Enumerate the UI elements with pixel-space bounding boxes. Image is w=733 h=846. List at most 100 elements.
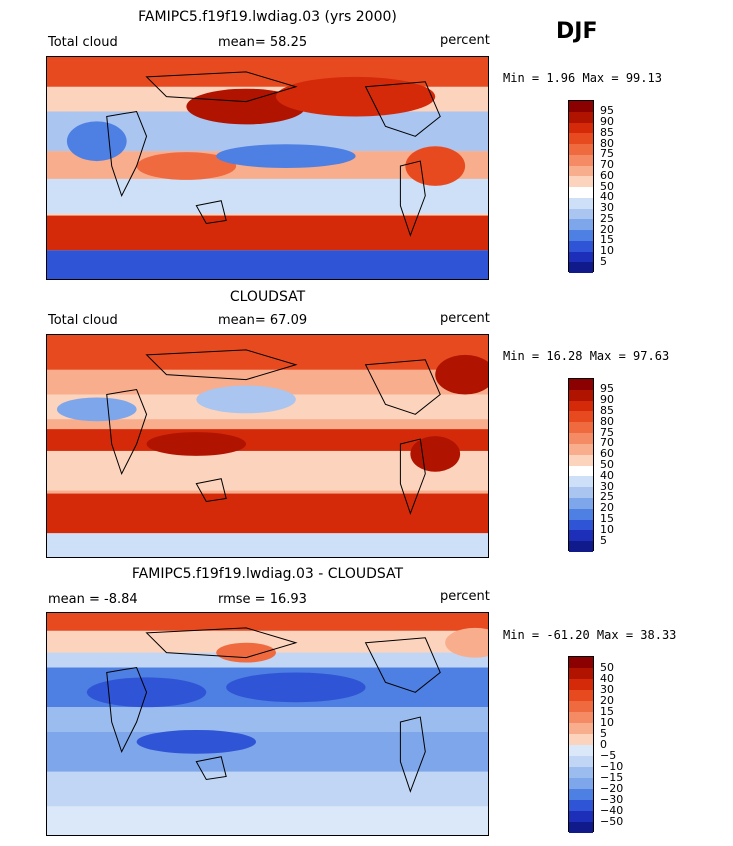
- colorbar-tick-label: 70: [600, 158, 614, 171]
- colorbar-segment: [569, 734, 593, 745]
- colorbar-tick-label: 40: [600, 190, 614, 204]
- colorbar-tick-label: 85: [600, 125, 614, 139]
- panel-2-title: CLOUDSAT: [229, 289, 306, 305]
- colorbar-segment: [569, 701, 593, 712]
- colorbar-tick-label: 60: [600, 168, 614, 182]
- colorbar-tick-label: 40: [600, 671, 614, 685]
- colorbar-tick-label: −30: [600, 792, 624, 806]
- colorbar-segment: [569, 197, 593, 209]
- colorbar-tick-label: 15: [600, 512, 614, 526]
- season-label: DJF: [556, 19, 598, 44]
- panel-1-map: [46, 56, 489, 280]
- colorbar-tick-label: 25: [600, 490, 614, 504]
- colorbar-segment: [569, 101, 593, 112]
- panel-3-mean: mean = -8.84: [48, 592, 138, 607]
- colorbar-segment: [569, 519, 593, 531]
- colorbar-tick-label: 80: [600, 414, 614, 428]
- colorbar-tick-label: −40: [600, 803, 624, 817]
- colorbar-segment: [569, 400, 593, 412]
- colorbar-tick-label: −5: [600, 748, 617, 762]
- colorbar-segment: [569, 454, 593, 466]
- colorbar-segment: [569, 133, 593, 144]
- panel-1-units: percent: [440, 33, 490, 48]
- colorbar-segment: [569, 712, 593, 723]
- colorbar-segment: [569, 541, 593, 552]
- colorbar-segment: [569, 251, 593, 263]
- colorbar-segment: [569, 756, 593, 767]
- colorbar-segment: [569, 690, 593, 701]
- colorbar-segment: [569, 111, 593, 123]
- panel-2-minmax: Min = 16.28 Max = 97.63: [503, 349, 670, 363]
- panel-3-units: percent: [440, 589, 490, 604]
- colorbar-segment: [569, 262, 593, 273]
- colorbar-tick-label: 30: [600, 682, 614, 696]
- colorbar-tick-label: 30: [600, 201, 614, 214]
- colorbar-tick-label: 80: [600, 136, 614, 150]
- colorbar-tick-label: 10: [600, 522, 614, 536]
- colorbar-tick-label: 50: [600, 458, 614, 471]
- panel-2-map: [46, 334, 489, 558]
- panel-2-map-field: [47, 335, 488, 557]
- colorbar-tick-label: 20: [600, 222, 614, 236]
- colorbar-segment: [569, 487, 593, 498]
- colorbar-segment: [569, 187, 593, 198]
- colorbar-segment: [569, 411, 593, 423]
- colorbar-segment: [569, 230, 593, 241]
- colorbar-tick-label: 10: [600, 244, 614, 257]
- colorbar-segment: [569, 800, 593, 811]
- panel-3-rmse: rmse = 16.93: [218, 592, 307, 607]
- colorbar-segment: [569, 497, 593, 509]
- colorbar-tick-label: −50: [600, 814, 624, 828]
- colorbar-segment: [569, 443, 593, 455]
- colorbar-tick-label: 15: [600, 704, 614, 718]
- colorbar-tick-label: 75: [600, 425, 614, 439]
- colorbar-segment: [569, 530, 593, 542]
- panel-1-variable-label: Total cloud: [48, 35, 118, 50]
- colorbar-segment: [569, 465, 593, 477]
- colorbar-tick-label: 60: [600, 447, 614, 461]
- colorbar-tick-label: 90: [600, 115, 614, 128]
- panel-2-variable-label: Total cloud: [48, 313, 118, 328]
- colorbar-tick-label: −20: [600, 781, 624, 795]
- colorbar-tick-label: 50: [600, 179, 614, 193]
- colorbar-tick-label: −10: [600, 759, 624, 773]
- colorbar-tick-label: 20: [600, 501, 614, 515]
- colorbar-segment: [569, 176, 593, 187]
- colorbar-tick-label: 95: [600, 382, 614, 396]
- colorbar-segment: [569, 745, 593, 756]
- colorbar-tick-label: 5: [600, 533, 607, 547]
- colorbar-tick-label: 95: [600, 104, 614, 118]
- colorbar-segment: [569, 811, 593, 822]
- colorbar-segment: [569, 508, 593, 520]
- panel-2-units: percent: [440, 311, 490, 326]
- panel-1-map-field: [47, 57, 488, 279]
- colorbar-segment: [569, 767, 593, 778]
- panel-2-mean: mean= 67.09: [218, 313, 308, 328]
- colorbar-segment: [569, 144, 593, 155]
- colorbar-tick-label: 15: [600, 233, 614, 247]
- colorbar-segment: [569, 789, 593, 800]
- colorbar-segment: [569, 379, 593, 390]
- colorbar-segment: [569, 122, 593, 134]
- colorbar-segment: [569, 422, 593, 434]
- panel-3-minmax: Min = -61.20 Max = 38.33: [503, 628, 677, 642]
- colorbar-tick-label: 50: [600, 660, 614, 674]
- colorbar-segment: [569, 154, 593, 166]
- panel-1-mean: mean= 58.25: [218, 35, 308, 50]
- colorbar-segment: [569, 240, 593, 252]
- colorbar-tick-label: 10: [600, 715, 614, 729]
- panel-1-title: FAMIPC5.f19f19.lwdiag.03 (yrs 2000): [138, 9, 397, 25]
- colorbar-segment: [569, 476, 593, 488]
- colorbar-tick-label: 40: [600, 468, 614, 482]
- panel-3-colorbar: [568, 656, 594, 833]
- colorbar-tick-label: 70: [600, 436, 614, 450]
- panel-3-map: [46, 612, 489, 836]
- colorbar-tick-label: 75: [600, 147, 614, 161]
- colorbar-tick-label: 25: [600, 211, 614, 225]
- panel-1-colorbar: [568, 100, 594, 273]
- colorbar-segment: [569, 657, 593, 668]
- panel-3-map-field: [47, 613, 488, 835]
- colorbar-segment: [569, 822, 593, 833]
- panel-1-minmax: Min = 1.96 Max = 99.13: [503, 71, 662, 85]
- colorbar-segment: [569, 165, 593, 177]
